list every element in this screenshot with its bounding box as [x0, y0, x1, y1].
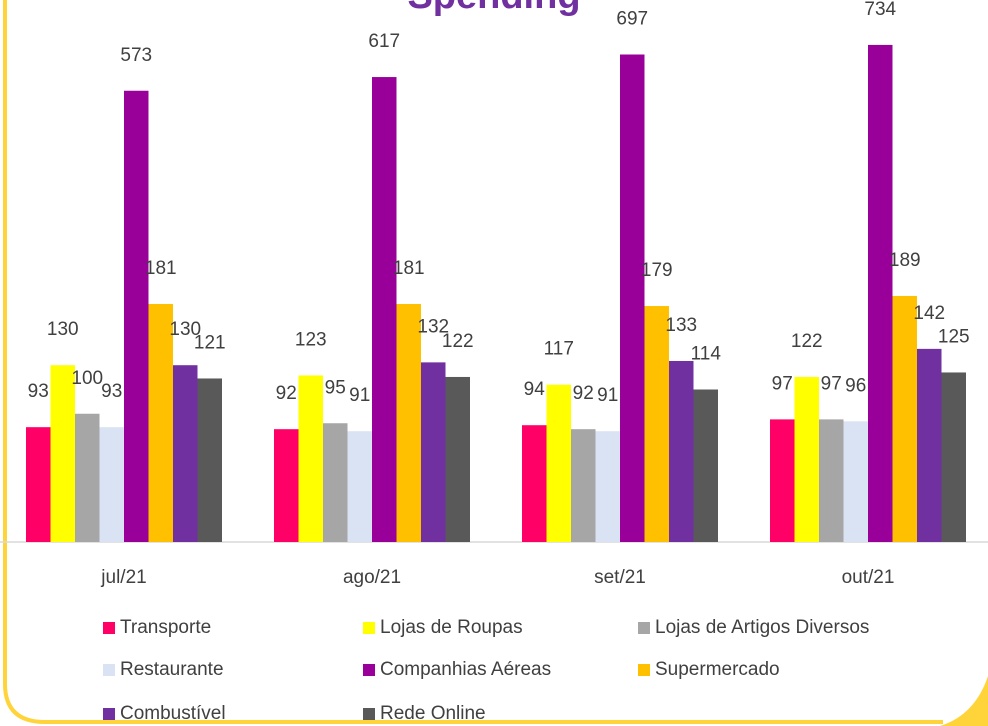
bar: [892, 295, 917, 542]
bar: [595, 431, 620, 542]
bar: [868, 44, 893, 542]
bar: [274, 429, 299, 542]
data-label: 93: [101, 381, 122, 402]
bar: [421, 362, 446, 542]
bar: [124, 90, 149, 543]
data-label: 123: [295, 329, 327, 350]
legend-label: Lojas de Artigos Diversos: [655, 617, 869, 638]
bar: [148, 303, 173, 542]
data-label: 92: [573, 383, 594, 404]
bar: [26, 427, 51, 542]
legend-swatch: [103, 622, 115, 634]
data-label: 121: [194, 332, 226, 353]
data-label: 130: [47, 319, 79, 340]
bar: [50, 365, 75, 542]
x-tick-label: jul/21: [100, 567, 146, 588]
data-label: 97: [821, 373, 842, 394]
bar: [546, 384, 571, 542]
legend-label: Supermercado: [655, 659, 780, 680]
bar: [522, 425, 547, 542]
bar: [669, 360, 694, 542]
bar: [620, 54, 645, 542]
bar: [917, 348, 942, 542]
bar: [571, 429, 596, 542]
data-label: 125: [938, 326, 970, 347]
legend-swatch: [103, 664, 115, 676]
data-label: 130: [169, 319, 201, 340]
data-label: 95: [325, 377, 346, 398]
bar: [99, 427, 124, 542]
data-label: 114: [691, 344, 722, 365]
legend-swatch: [363, 664, 375, 676]
chart-title: Spending: [407, 0, 580, 17]
legend-swatch: [363, 708, 375, 720]
bar: [173, 365, 198, 542]
data-label: 100: [71, 368, 103, 389]
legend-swatch: [638, 622, 650, 634]
data-label: 92: [276, 383, 297, 404]
legend-label: Rede Online: [380, 703, 486, 724]
legend-swatch: [103, 708, 115, 720]
bar: [644, 306, 669, 542]
bar: [372, 77, 397, 543]
frame-corner: [940, 676, 988, 726]
bar: [843, 421, 868, 542]
data-label: 734: [864, 0, 896, 20]
legend-label: Restaurante: [120, 659, 224, 680]
data-label: 617: [368, 31, 400, 52]
bar: [323, 423, 348, 542]
bar: [941, 372, 966, 542]
data-label: 142: [913, 303, 945, 324]
legend-label: Lojas de Roupas: [380, 617, 523, 638]
data-label: 96: [845, 375, 866, 396]
bar: [347, 431, 372, 542]
data-label: 94: [524, 379, 546, 400]
bar: [794, 376, 819, 542]
data-label: 133: [665, 315, 697, 336]
data-label: 97: [772, 373, 793, 394]
data-label: 91: [349, 385, 370, 406]
bar: [75, 413, 100, 542]
legend-swatch: [363, 622, 375, 634]
data-label: 189: [889, 250, 921, 271]
data-label: 122: [442, 331, 474, 352]
legend-label: Combustível: [120, 703, 226, 724]
legend-swatch: [638, 664, 650, 676]
data-label: 122: [791, 331, 823, 352]
x-tick-label: set/21: [594, 567, 646, 588]
data-label: 132: [417, 316, 449, 337]
bar: [770, 419, 795, 542]
data-label: 573: [120, 45, 152, 66]
x-tick-label: ago/21: [343, 567, 401, 588]
bar: [819, 419, 844, 542]
x-tick-label: out/21: [842, 567, 895, 588]
data-label: 697: [616, 9, 648, 30]
data-label: 179: [641, 260, 673, 281]
bar: [693, 389, 718, 542]
bar: [197, 378, 222, 542]
data-label: 181: [145, 258, 177, 279]
data-label: 117: [544, 339, 574, 360]
bar: [396, 303, 421, 542]
frame-border: [3, 0, 943, 724]
bar: [298, 375, 323, 542]
bar: [445, 376, 470, 542]
legend-label: Companhias Aéreas: [380, 659, 551, 680]
data-label: 93: [28, 381, 49, 402]
data-label: 91: [597, 385, 618, 406]
data-label: 181: [393, 258, 425, 279]
legend-label: Transporte: [120, 617, 211, 638]
